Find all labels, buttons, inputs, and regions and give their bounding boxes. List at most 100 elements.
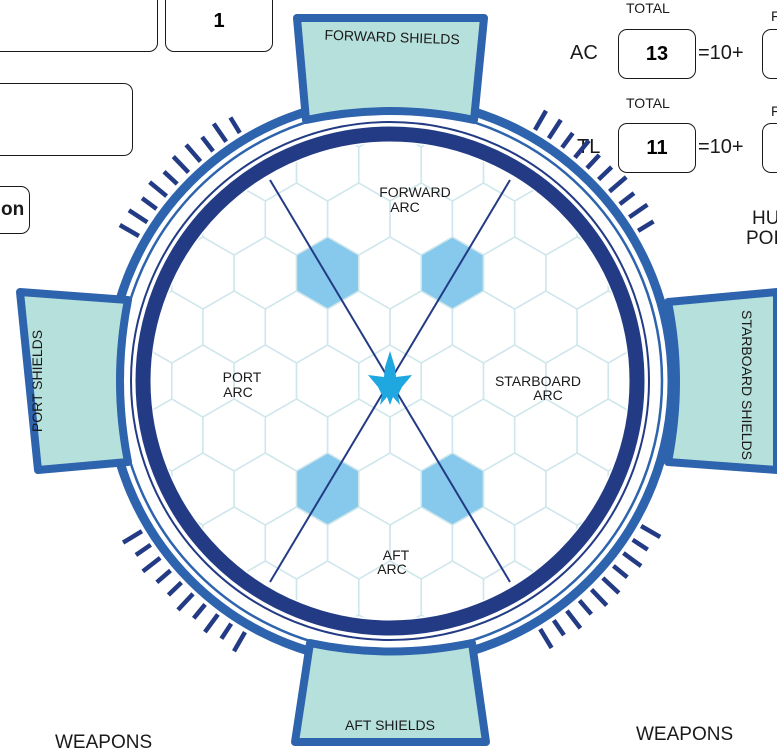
hex-cell [576, 143, 628, 148]
tick-mark [219, 622, 234, 640]
ac-formula: =10+ [698, 42, 744, 64]
tick-mark [232, 630, 247, 653]
hex-cell [16, 507, 78, 579]
hex-cell [671, 561, 733, 633]
ac-total-box[interactable]: 13 [618, 29, 696, 79]
hex-cell [607, 143, 628, 202]
tick-mark [618, 191, 636, 206]
tick-mark [565, 609, 583, 630]
ac-label: AC [570, 42, 598, 64]
forward-arc-label-2: ARC [390, 199, 420, 215]
tick-mark [121, 529, 144, 545]
tick-mark [622, 551, 643, 568]
tick-mark [560, 131, 575, 149]
tick-mark [589, 588, 609, 607]
tl-modifier-box[interactable] [762, 123, 777, 173]
ac-partial-label: F [771, 8, 777, 24]
hex-cell [78, 183, 140, 255]
tick-mark [162, 170, 179, 186]
ac-total-value: 13 [645, 42, 669, 65]
tick-mark [608, 175, 628, 194]
tick-mark [148, 180, 169, 198]
tl-total-box[interactable]: 11 [618, 123, 696, 173]
tick-mark [176, 592, 195, 612]
hex-cell [78, 507, 140, 579]
tick-mark [141, 556, 162, 574]
tick-mark [577, 599, 594, 616]
tick-mark [538, 627, 554, 650]
ship-name-field[interactable] [0, 0, 158, 52]
hex-cell [78, 75, 140, 147]
tick-mark [200, 135, 215, 153]
hex-cell [47, 561, 109, 633]
ac-modifier-box[interactable] [762, 29, 777, 79]
port-arc-label-2: ARC [223, 384, 253, 400]
hex-cell [764, 615, 777, 687]
starboard-shield-tab[interactable]: STARBOARD SHIELDS [664, 288, 777, 474]
starboard-arc-label-1: STARBOARD [495, 373, 581, 389]
hex-cell [16, 75, 78, 147]
tick-mark [118, 223, 141, 238]
ac-total-label: TOTAL [626, 0, 670, 16]
tl-total-label: TOTAL [626, 95, 670, 111]
hex-cell [576, 614, 628, 619]
tick-mark [601, 576, 621, 595]
tick-mark [191, 602, 207, 620]
hex-cell [702, 507, 764, 579]
hex-cell [671, 129, 733, 201]
size-field[interactable]: on [0, 186, 30, 234]
tick-mark [611, 564, 629, 580]
aft-shield-label: AFT SHIELDS [345, 717, 435, 733]
starboard-shield-label: STARBOARD SHIELDS [739, 310, 755, 460]
tick-mark [211, 122, 229, 143]
hex-cell [764, 75, 777, 147]
tick-mark [636, 219, 655, 233]
hex-cell [764, 183, 777, 255]
port-shield-tab[interactable]: PORT SHIELDS [16, 288, 132, 474]
forward-arc-label-1: FORWARD [379, 184, 451, 200]
hex-cell [639, 75, 701, 147]
hex-cell [152, 614, 204, 619]
tick-mark [166, 580, 183, 597]
hex-cell [78, 615, 140, 687]
tick-mark [546, 118, 563, 140]
tick-mark [585, 153, 601, 170]
aft-shield-tab[interactable]: AFT SHIELDS [291, 639, 490, 746]
hex-cell [326, 614, 391, 619]
tick-mark [184, 143, 203, 163]
tl-label: TL [577, 136, 601, 158]
weapons-right-label: WEAPONS [636, 724, 734, 745]
hex-cell [0, 129, 47, 201]
hex-cell [702, 75, 764, 147]
tick-mark [127, 208, 149, 225]
aft-arc-label-2: ARC [377, 561, 407, 577]
tl-total-value: 11 [646, 136, 668, 159]
tick-mark [203, 613, 220, 634]
tick-mark [628, 202, 649, 220]
hex-cell [47, 129, 109, 201]
inner-ring-outline [130, 121, 650, 641]
class-field[interactable] [0, 83, 133, 156]
tick-mark [134, 542, 152, 557]
tick-mark [631, 537, 649, 552]
aft-arc-label-1: AFT [383, 547, 410, 563]
tick-mark [155, 568, 172, 585]
hex-cell [16, 615, 78, 687]
port-shield-label: PORT SHIELDS [29, 330, 45, 432]
hex-cell [639, 507, 701, 579]
hex-cell [702, 183, 764, 255]
hex-cell [639, 183, 701, 255]
tick-mark [573, 139, 591, 160]
tick-mark [639, 524, 662, 539]
inner-ring [135, 126, 645, 636]
tick-mark [228, 116, 242, 135]
forward-shield-tab[interactable]: FORWARD SHIELDS [293, 14, 488, 124]
hex-cell [152, 143, 204, 148]
tl-formula: =10+ [698, 136, 744, 158]
tier-value-box[interactable]: 1 [165, 0, 273, 52]
hull-points-label-line1: HU [752, 208, 777, 229]
hull-points-label-line2: POI [746, 228, 777, 249]
hex-cell [733, 561, 777, 633]
tl-partial-label: F [771, 103, 777, 119]
